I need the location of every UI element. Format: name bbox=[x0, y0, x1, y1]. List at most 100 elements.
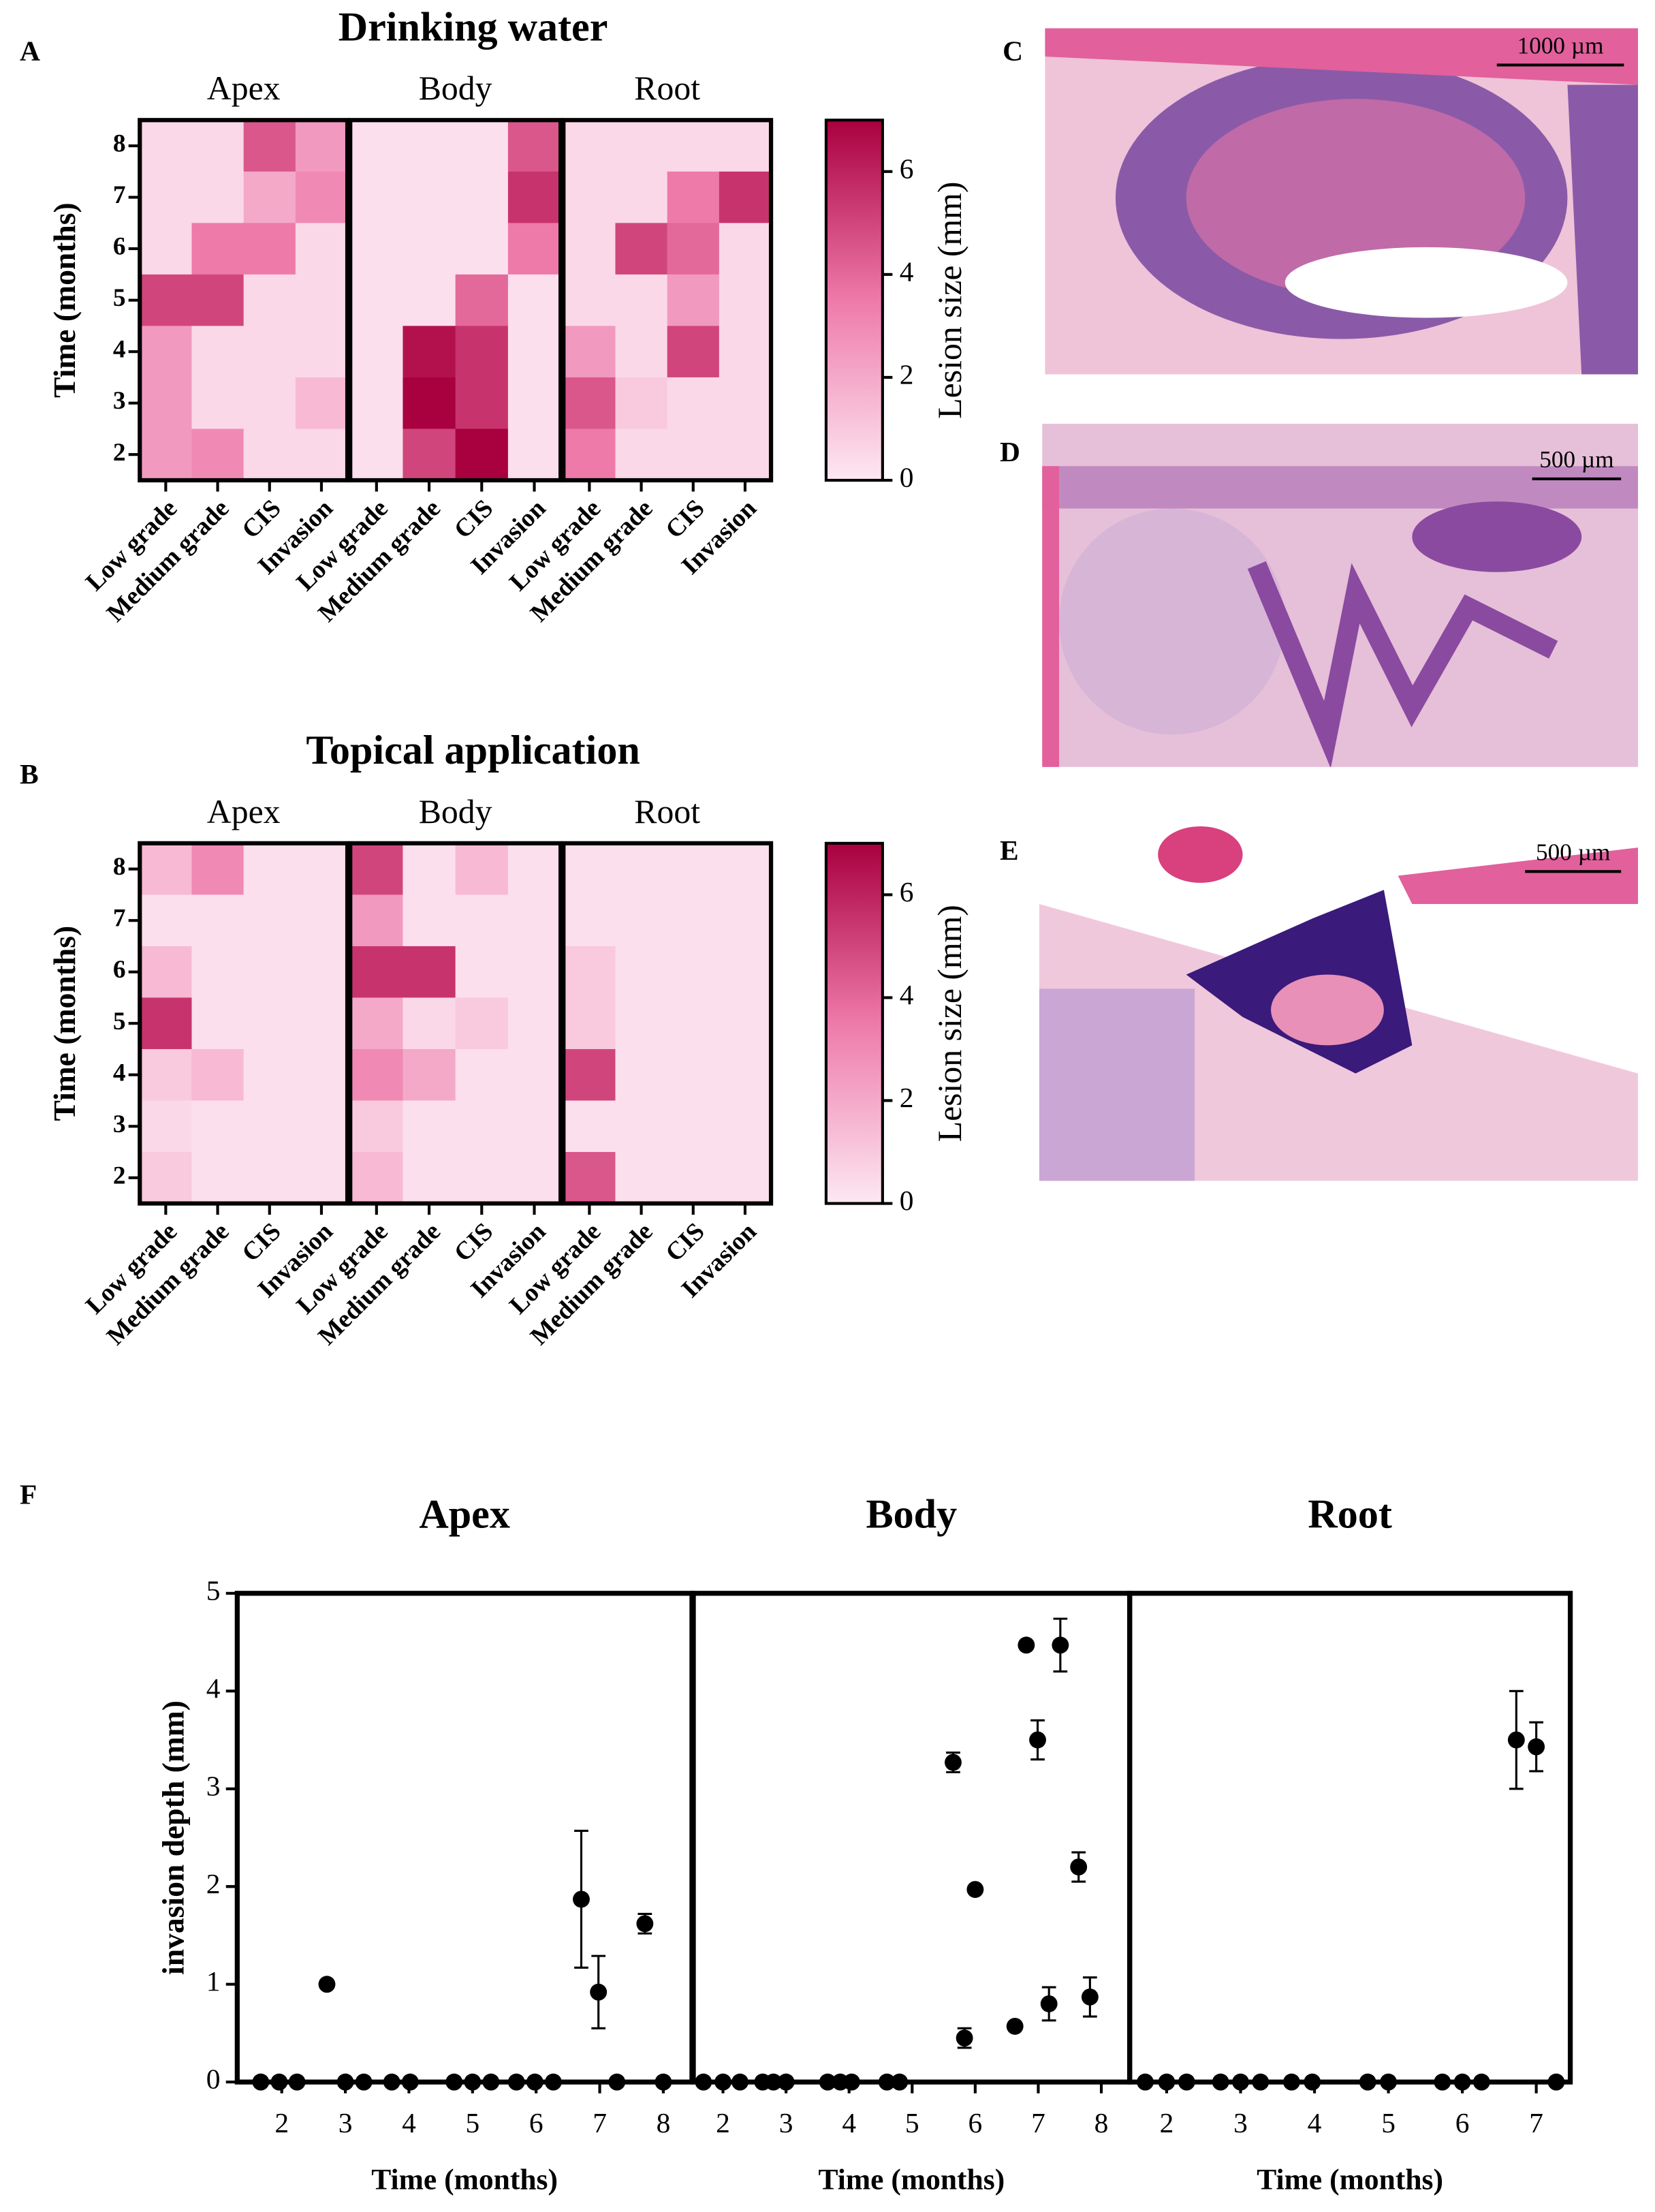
y-tick-label: 2 bbox=[113, 439, 126, 467]
panel-frame bbox=[138, 841, 350, 1206]
y-tick-label: 2 bbox=[206, 1868, 221, 1899]
heat-cell bbox=[403, 377, 456, 430]
heat-cell bbox=[507, 120, 562, 172]
heat-cell bbox=[243, 223, 296, 275]
point bbox=[945, 1754, 962, 1771]
heat-cell bbox=[719, 171, 772, 224]
heat-cell bbox=[507, 171, 562, 224]
panel-frame bbox=[561, 841, 774, 1206]
heat-cell bbox=[563, 274, 616, 327]
scale-bar-label: 1000 µm bbox=[1517, 33, 1604, 59]
x-tick-label: 6 bbox=[968, 2107, 983, 2138]
heat-cell bbox=[667, 120, 720, 172]
point bbox=[966, 1881, 984, 1898]
heat-cell bbox=[295, 1152, 349, 1204]
heat-cell bbox=[455, 894, 509, 947]
point bbox=[1018, 1636, 1035, 1654]
x-axis-label: Time (months) bbox=[1257, 2163, 1443, 2196]
heat-cell bbox=[350, 120, 404, 172]
heat-cell bbox=[719, 1048, 772, 1102]
x-tick-label: 4 bbox=[1308, 2107, 1322, 2138]
heat-cell bbox=[563, 997, 616, 1050]
heat-cell bbox=[455, 377, 509, 430]
heat-cell bbox=[403, 1100, 456, 1153]
heat-cell bbox=[719, 843, 772, 896]
heat-cell bbox=[243, 1100, 296, 1153]
panel-frame bbox=[561, 118, 774, 483]
heat-cell bbox=[403, 946, 456, 999]
y-tick-label: 7 bbox=[113, 905, 126, 933]
heat-cell bbox=[295, 326, 349, 378]
heat-cell bbox=[563, 223, 616, 275]
colorbar-tick-label: 6 bbox=[900, 876, 914, 907]
panel-title: Body bbox=[419, 69, 492, 107]
heat-cell bbox=[507, 274, 562, 327]
heat-cell bbox=[403, 894, 456, 947]
heat-cell bbox=[403, 120, 456, 172]
heat-cell bbox=[243, 326, 296, 378]
heat-cell bbox=[615, 1048, 668, 1102]
heat-cell bbox=[191, 894, 245, 947]
heat-cell bbox=[667, 946, 720, 999]
heat-cell bbox=[191, 1100, 245, 1153]
heat-cell bbox=[140, 120, 193, 172]
heat-cell bbox=[719, 326, 772, 378]
heat-cell bbox=[563, 377, 616, 430]
y-tick-label: 4 bbox=[113, 336, 126, 364]
heat-cell bbox=[140, 1152, 193, 1204]
heat-cell bbox=[295, 171, 349, 224]
panel-title: Body bbox=[419, 793, 492, 830]
heat-cell bbox=[615, 1152, 668, 1204]
heat-cell bbox=[243, 171, 296, 224]
heat-cell bbox=[615, 377, 668, 430]
heat-cell bbox=[243, 1048, 296, 1102]
heat-cell bbox=[615, 429, 668, 482]
x-tick-label: 5 bbox=[905, 2107, 919, 2138]
y-tick-label: 4 bbox=[113, 1059, 126, 1087]
heat-cell bbox=[350, 377, 404, 430]
heat-cell bbox=[563, 1048, 616, 1102]
colorbar-tick-label: 4 bbox=[900, 979, 914, 1010]
heat-cell bbox=[667, 377, 720, 430]
colorbar-tick-label: 0 bbox=[900, 1185, 914, 1216]
y-tick-label: 2 bbox=[113, 1162, 126, 1189]
x-tick-label: 2 bbox=[1160, 2107, 1174, 2138]
heat-cell bbox=[403, 843, 456, 896]
heat-cell bbox=[615, 223, 668, 275]
heat-cell bbox=[455, 429, 509, 482]
heat-cell bbox=[140, 997, 193, 1050]
heat-cell bbox=[140, 843, 193, 896]
y-tick-label: 5 bbox=[206, 1574, 221, 1606]
heat-cell bbox=[243, 997, 296, 1050]
y-tick-label: 3 bbox=[206, 1770, 221, 1801]
heat-cell bbox=[615, 120, 668, 172]
heat-cell bbox=[295, 274, 349, 327]
heat-cell bbox=[455, 1048, 509, 1102]
point bbox=[1006, 2017, 1024, 2035]
heat-cell bbox=[719, 894, 772, 947]
panel-label: B bbox=[20, 758, 39, 790]
heat-cell bbox=[563, 894, 616, 947]
x-tick-label: 6 bbox=[1455, 2107, 1470, 2138]
heat-cell bbox=[191, 843, 245, 896]
y-axis-label: Time (months) bbox=[47, 926, 82, 1121]
heat-cell bbox=[507, 1152, 562, 1204]
heat-cell bbox=[140, 894, 193, 947]
heat-cell bbox=[507, 843, 562, 896]
heat-cell bbox=[295, 223, 349, 275]
colorbar-tick-label: 2 bbox=[900, 358, 914, 390]
heat-cell bbox=[563, 843, 616, 896]
panel-label: E bbox=[1000, 835, 1019, 866]
heat-cell bbox=[403, 326, 456, 378]
heat-cell bbox=[140, 946, 193, 999]
x-tick-label: 7 bbox=[593, 2107, 607, 2138]
heat-cell bbox=[615, 894, 668, 947]
heat-cell bbox=[507, 326, 562, 378]
point bbox=[1029, 1731, 1046, 1749]
heat-cell bbox=[191, 274, 245, 327]
y-tick-label: 3 bbox=[113, 387, 126, 415]
heat-cell bbox=[563, 946, 616, 999]
heat-cell bbox=[507, 997, 562, 1050]
heat-cell bbox=[563, 120, 616, 172]
heat-cell bbox=[350, 1152, 404, 1204]
